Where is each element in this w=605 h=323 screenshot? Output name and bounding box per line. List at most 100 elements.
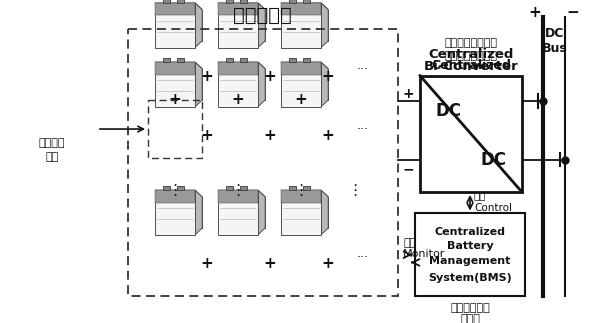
Text: +: + [200,256,213,271]
Polygon shape [281,62,321,107]
Bar [303,58,310,62]
Bar [226,186,233,190]
Polygon shape [162,10,202,41]
Polygon shape [288,10,328,41]
Bar [303,186,310,190]
Polygon shape [155,62,202,69]
Bar [240,0,247,3]
Text: ···: ··· [357,251,369,264]
Polygon shape [195,62,202,107]
Polygon shape [195,3,202,47]
Text: DC: DC [436,102,462,120]
Polygon shape [155,62,195,75]
Polygon shape [288,197,328,228]
Bar [289,58,296,62]
Text: Management: Management [430,256,511,266]
Polygon shape [281,3,328,10]
Polygon shape [155,3,195,47]
Text: −: − [567,5,580,20]
Bar [163,58,170,62]
Bar [226,58,233,62]
Text: Centralized: Centralized [431,59,511,72]
Text: Centralized: Centralized [428,48,514,61]
Polygon shape [218,62,265,69]
Polygon shape [281,190,321,235]
Text: 理系统: 理系统 [460,314,480,323]
Polygon shape [281,3,321,16]
Text: 集中式双向变换器: 集中式双向变换器 [445,51,497,61]
Text: +: + [263,128,276,143]
Bar [177,186,184,190]
Polygon shape [281,3,321,47]
Polygon shape [321,62,328,107]
Text: ···: ··· [357,122,369,136]
Bar [163,186,170,190]
Polygon shape [155,190,202,197]
Polygon shape [218,62,258,107]
Polygon shape [288,69,328,100]
Text: +: + [322,256,335,271]
Polygon shape [218,3,258,47]
Bar [415,214,525,296]
Polygon shape [155,190,195,235]
Polygon shape [155,190,195,203]
Bar [177,58,184,62]
Text: ⋮: ⋮ [168,183,183,198]
Polygon shape [281,190,321,203]
Bar [289,186,296,190]
Text: Bus: Bus [542,42,568,55]
Polygon shape [218,190,258,203]
Bar [240,186,247,190]
Text: Monitor: Monitor [403,249,445,259]
Polygon shape [281,190,328,197]
Bar [303,0,310,3]
Text: +: + [263,256,276,271]
Text: 电池组矩阵: 电池组矩阵 [233,6,292,25]
Polygon shape [218,190,258,235]
Text: ⋮: ⋮ [293,183,309,198]
Text: +: + [169,92,182,107]
Polygon shape [218,190,265,197]
Text: 单体衇电
池组: 单体衇电 池组 [39,138,65,162]
Polygon shape [155,3,202,10]
Polygon shape [195,190,202,235]
Text: DC: DC [545,27,564,40]
Text: +: + [263,69,276,84]
Polygon shape [321,3,328,47]
Text: +: + [322,69,335,84]
Text: −: − [403,162,414,176]
Bar [128,29,398,296]
Text: ⋮: ⋮ [231,183,246,198]
Polygon shape [155,62,195,107]
Polygon shape [218,3,265,10]
Text: +: + [200,69,213,84]
Text: Centralized: Centralized [434,227,506,236]
Text: +: + [529,5,541,20]
Text: 控制: 控制 [474,190,486,200]
Text: 集中式电池管: 集中式电池管 [450,303,490,313]
Text: 监测: 监测 [403,238,416,248]
Bar [177,0,184,3]
Polygon shape [258,190,265,235]
Text: DC: DC [480,151,506,169]
Polygon shape [225,69,265,100]
Polygon shape [225,10,265,41]
Polygon shape [321,190,328,235]
Text: +: + [403,87,414,100]
Polygon shape [162,69,202,100]
Bar [289,0,296,3]
Text: System(BMS): System(BMS) [428,273,512,283]
Polygon shape [155,3,195,16]
Bar [226,0,233,3]
Text: Bi-Converter: Bi-Converter [424,60,518,73]
Polygon shape [258,62,265,107]
Text: 集中式双向变换器: 集中式双向变换器 [445,38,497,48]
Bar [240,58,247,62]
Text: Battery: Battery [446,241,493,251]
Polygon shape [218,3,258,16]
Polygon shape [281,62,328,69]
Text: +: + [200,128,213,143]
Text: Control: Control [474,203,512,213]
Polygon shape [281,62,321,75]
Polygon shape [218,62,258,75]
